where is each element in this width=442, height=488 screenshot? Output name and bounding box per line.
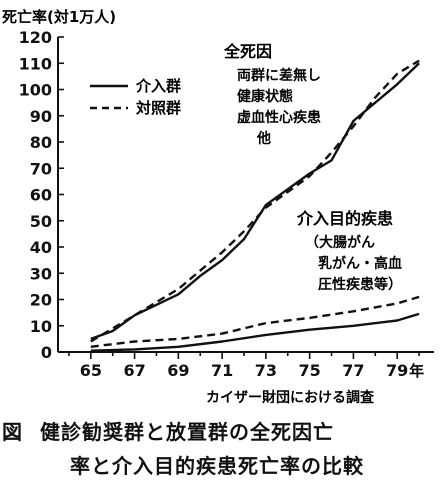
source-label: カイザー財団における調査 <box>206 389 375 406</box>
y-tick-label: 10 <box>30 317 52 336</box>
x-tick-label: 67 <box>123 361 145 380</box>
annotation-all-line: 健康状態 <box>237 88 293 105</box>
x-axis-unit-label: 年 <box>409 362 424 380</box>
annotation-specific-line: 圧性疾患等） <box>318 276 402 293</box>
caption-label: 図 <box>2 420 22 444</box>
y-tick-label: 70 <box>30 159 52 178</box>
caption-line-1: 健診勧奨群と放置群の全死因亡 <box>40 420 334 444</box>
y-tick-label: 110 <box>19 54 52 73</box>
annotation-all-line: 他 <box>256 130 271 147</box>
x-tick-label: 73 <box>255 361 277 380</box>
axes <box>57 37 434 353</box>
x-tick-label: 65 <box>80 361 102 380</box>
y-tick-label: 20 <box>30 291 52 310</box>
legend: 介入群 対照群 <box>90 77 181 117</box>
caption-line-2: 率と介入目的疾患死亡率の比較 <box>70 454 364 478</box>
series-lines <box>90 59 420 352</box>
y-tick-label: 120 <box>19 28 52 47</box>
series-line-specific-intervention <box>90 312 420 352</box>
y-tick-label: 50 <box>30 212 52 231</box>
y-tick-label: 40 <box>30 238 52 257</box>
y-tick-label: 100 <box>19 81 52 100</box>
y-axis-label: 死亡率(対1万人) <box>2 8 116 26</box>
x-tick-label: 77 <box>342 361 364 380</box>
annotation-specific-line: （大腸がん <box>305 234 375 251</box>
legend-label-control: 対照群 <box>135 99 181 117</box>
annotation-all-title: 全死因 <box>223 42 272 61</box>
x-tick-label: 71 <box>211 361 233 380</box>
y-ticks: 0 10 20 30 40 50 60 70 80 90 100 110 120 <box>19 28 64 362</box>
x-ticks: 65 67 69 71 73 75 77 79 <box>68 352 420 380</box>
y-tick-label: 60 <box>30 186 52 205</box>
x-tick-label: 69 <box>167 361 189 380</box>
x-tick-label: 75 <box>299 361 321 380</box>
annotation-all-line: 両群に差無し <box>237 67 321 84</box>
annotation-specific-title: 介入目的疾患 <box>296 209 393 228</box>
series-line-all-intervention <box>90 62 420 341</box>
annotation-target-diseases: 介入目的疾患 （大腸がん 乳がん・高血 圧性疾患等） <box>296 209 402 293</box>
y-tick-label: 90 <box>30 107 52 126</box>
annotation-all-causes: 全死因 両群に差無し 健康状態 虚血性心疾患 他 <box>223 42 321 147</box>
x-tick-label: 79 <box>386 361 408 380</box>
annotation-all-line: 虚血性心疾患 <box>237 109 321 126</box>
y-tick-label: 80 <box>30 133 52 152</box>
line-chart: 0 10 20 30 40 50 60 70 80 90 100 110 120 65 67 69 71 73 7… <box>2 8 434 406</box>
annotation-specific-line: 乳がん・高血 <box>318 255 402 272</box>
legend-label-intervention: 介入群 <box>135 77 181 95</box>
y-tick-label: 30 <box>30 264 52 283</box>
series-line-specific-control <box>90 295 420 348</box>
y-tick-label: 0 <box>41 343 52 362</box>
